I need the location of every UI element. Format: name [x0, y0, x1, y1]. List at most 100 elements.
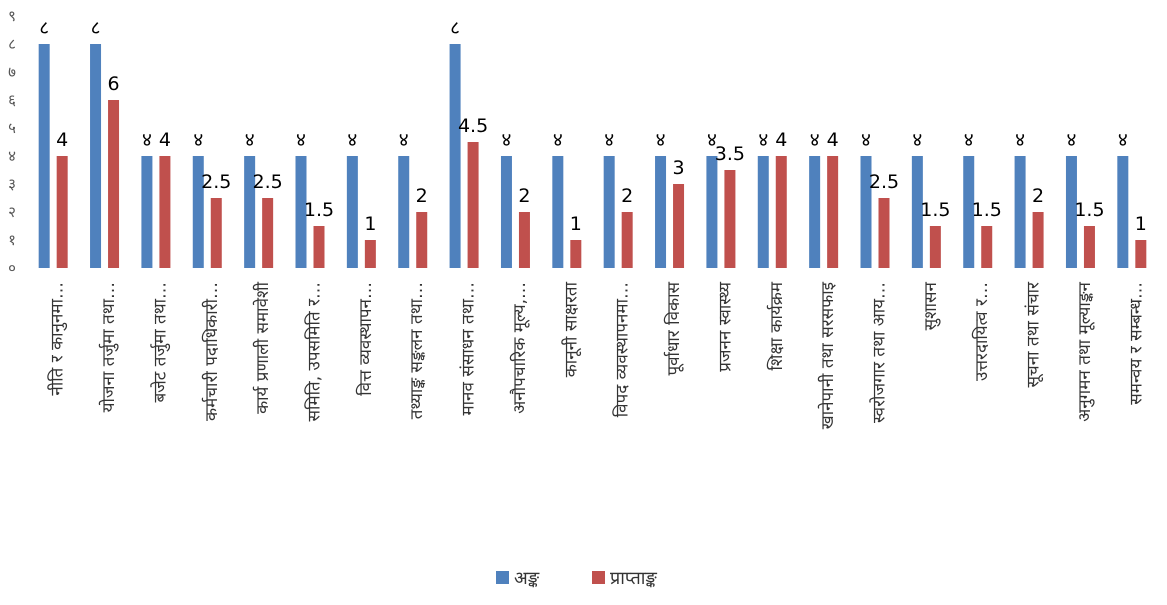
bar-praptanka: [827, 156, 839, 268]
bar-praptanka: [108, 100, 120, 268]
x-category-label: पूर्वाधार विकास: [663, 282, 684, 376]
bar-praptanka: [929, 226, 941, 268]
bar-anka: [449, 44, 461, 268]
bar-anka: [706, 156, 718, 268]
data-label-praptanka: 4: [827, 129, 839, 151]
bar-praptanka: [724, 170, 736, 268]
bar-praptanka: [518, 212, 530, 268]
data-label-praptanka: 4: [775, 129, 787, 151]
data-label-praptanka: 6: [107, 73, 119, 95]
bar-praptanka: [210, 198, 222, 268]
x-category-label: तथ्याङ्क सङ्कलन तथा…: [407, 282, 427, 419]
data-label-anka: ४: [1067, 129, 1077, 151]
data-label-praptanka: 2: [518, 185, 530, 207]
legend-swatch-anka: [496, 571, 509, 584]
x-axis-categories: नीति र कानुनमा… योजना तर्जुमा तथा… बजेट तर…: [47, 281, 1147, 429]
y-tick-label: ९: [8, 7, 16, 25]
data-label-anka: ४: [1118, 129, 1128, 151]
data-label-anka: ८: [39, 17, 49, 39]
data-label-anka: ४: [758, 129, 768, 151]
bar-anka: [1117, 156, 1129, 268]
y-tick-label: ४: [8, 147, 16, 165]
y-tick-label: ५: [8, 119, 16, 137]
x-category-label: अनुगमन तथा मूल्याङ्कन: [1075, 281, 1095, 421]
data-label-anka: ४: [604, 129, 614, 151]
x-category-label: शिक्षा कार्यक्रम: [766, 281, 787, 370]
bar-praptanka: [56, 156, 68, 268]
data-label-praptanka: 4.5: [458, 115, 488, 137]
data-label-anka: ४: [912, 129, 922, 151]
x-category-label: समिति, उपसमिति र…: [304, 282, 325, 421]
y-tick-label: २: [8, 203, 16, 221]
bar-praptanka: [416, 212, 428, 268]
bar-anka: [346, 156, 358, 268]
bar-anka: [603, 156, 615, 268]
data-label-anka: ४: [553, 129, 563, 151]
data-label-praptanka: 1.5: [304, 199, 334, 221]
x-category-label: अनौपचारिक मूल्य,…: [509, 282, 530, 414]
data-label-anka: ४: [347, 129, 357, 151]
legend: अङ्क प्राप्ताङ्क: [496, 568, 657, 589]
x-category-label: सुशासन: [921, 281, 941, 330]
legend-label-anka: अङ्क: [514, 568, 540, 589]
bar-anka: [963, 156, 975, 268]
bar-praptanka: [313, 226, 325, 268]
bar-anka: [90, 44, 102, 268]
data-label-anka: ४: [964, 129, 974, 151]
data-label-praptanka: 1.5: [920, 199, 950, 221]
data-label-praptanka: 2: [416, 185, 428, 207]
bar-anka: [398, 156, 410, 268]
bar-praptanka: [1083, 226, 1095, 268]
bars: [38, 44, 1147, 268]
data-label-anka: ४: [861, 129, 871, 151]
data-label-praptanka: 4: [56, 129, 68, 151]
bar-praptanka: [467, 142, 479, 268]
x-category-label: सूचना तथा संचार: [1024, 281, 1044, 388]
data-label-anka: ४: [707, 129, 717, 151]
bar-praptanka: [775, 156, 787, 268]
bar-praptanka: [1032, 212, 1044, 268]
data-label-anka: ४: [656, 129, 666, 151]
bar-anka: [552, 156, 564, 268]
data-label-praptanka: 1: [364, 213, 376, 235]
bar-anka: [295, 156, 307, 268]
y-tick-label: ३: [8, 175, 16, 193]
y-tick-label: ७: [8, 63, 16, 81]
legend-label-praptanka: प्राप्ताङ्क: [610, 568, 657, 589]
x-category-label: उत्तरदायित्व र…: [971, 282, 992, 381]
x-category-label: समन्वय र सम्बन्ध…: [1126, 282, 1146, 405]
data-label-anka: ४: [245, 129, 255, 151]
data-label-praptanka: 2.5: [253, 171, 283, 193]
bar-anka: [192, 156, 204, 268]
bar-praptanka: [159, 156, 171, 268]
x-category-label: बजेट तर्जुमा तथा…: [149, 282, 170, 403]
data-label-praptanka: 2: [621, 185, 633, 207]
bar-praptanka: [570, 240, 582, 268]
x-category-label: प्रजनन स्वास्थ्य: [715, 281, 735, 372]
x-category-label: खानेपानी तथा सरसफाइ: [817, 281, 838, 429]
bar-praptanka: [673, 184, 685, 268]
bar-anka: [655, 156, 667, 268]
x-category-label: कर्मचारी पदाधिकारी…: [201, 282, 222, 421]
data-label-praptanka: 2: [1032, 185, 1044, 207]
y-tick-label: ८: [8, 35, 16, 53]
data-label-praptanka: 1: [570, 213, 582, 235]
data-label-anka: ४: [399, 129, 409, 151]
bar-anka: [244, 156, 256, 268]
data-label-praptanka: 1.5: [972, 199, 1002, 221]
bar-praptanka: [621, 212, 633, 268]
legend-swatch-praptanka: [592, 571, 605, 584]
data-label-anka: ८: [91, 17, 101, 39]
data-label-praptanka: 4: [159, 129, 171, 151]
data-label-praptanka: 3.5: [715, 143, 745, 165]
x-category-label: वित्त व्यवस्थापन…: [355, 282, 376, 396]
data-label-anka: ४: [193, 129, 203, 151]
y-tick-label: ०: [8, 259, 16, 277]
data-label-praptanka: 1: [1135, 213, 1147, 235]
data-label-praptanka: 2.5: [869, 171, 899, 193]
data-label-anka: ४: [1015, 129, 1025, 151]
data-label-anka: ४: [810, 129, 820, 151]
bar-praptanka: [262, 198, 274, 268]
